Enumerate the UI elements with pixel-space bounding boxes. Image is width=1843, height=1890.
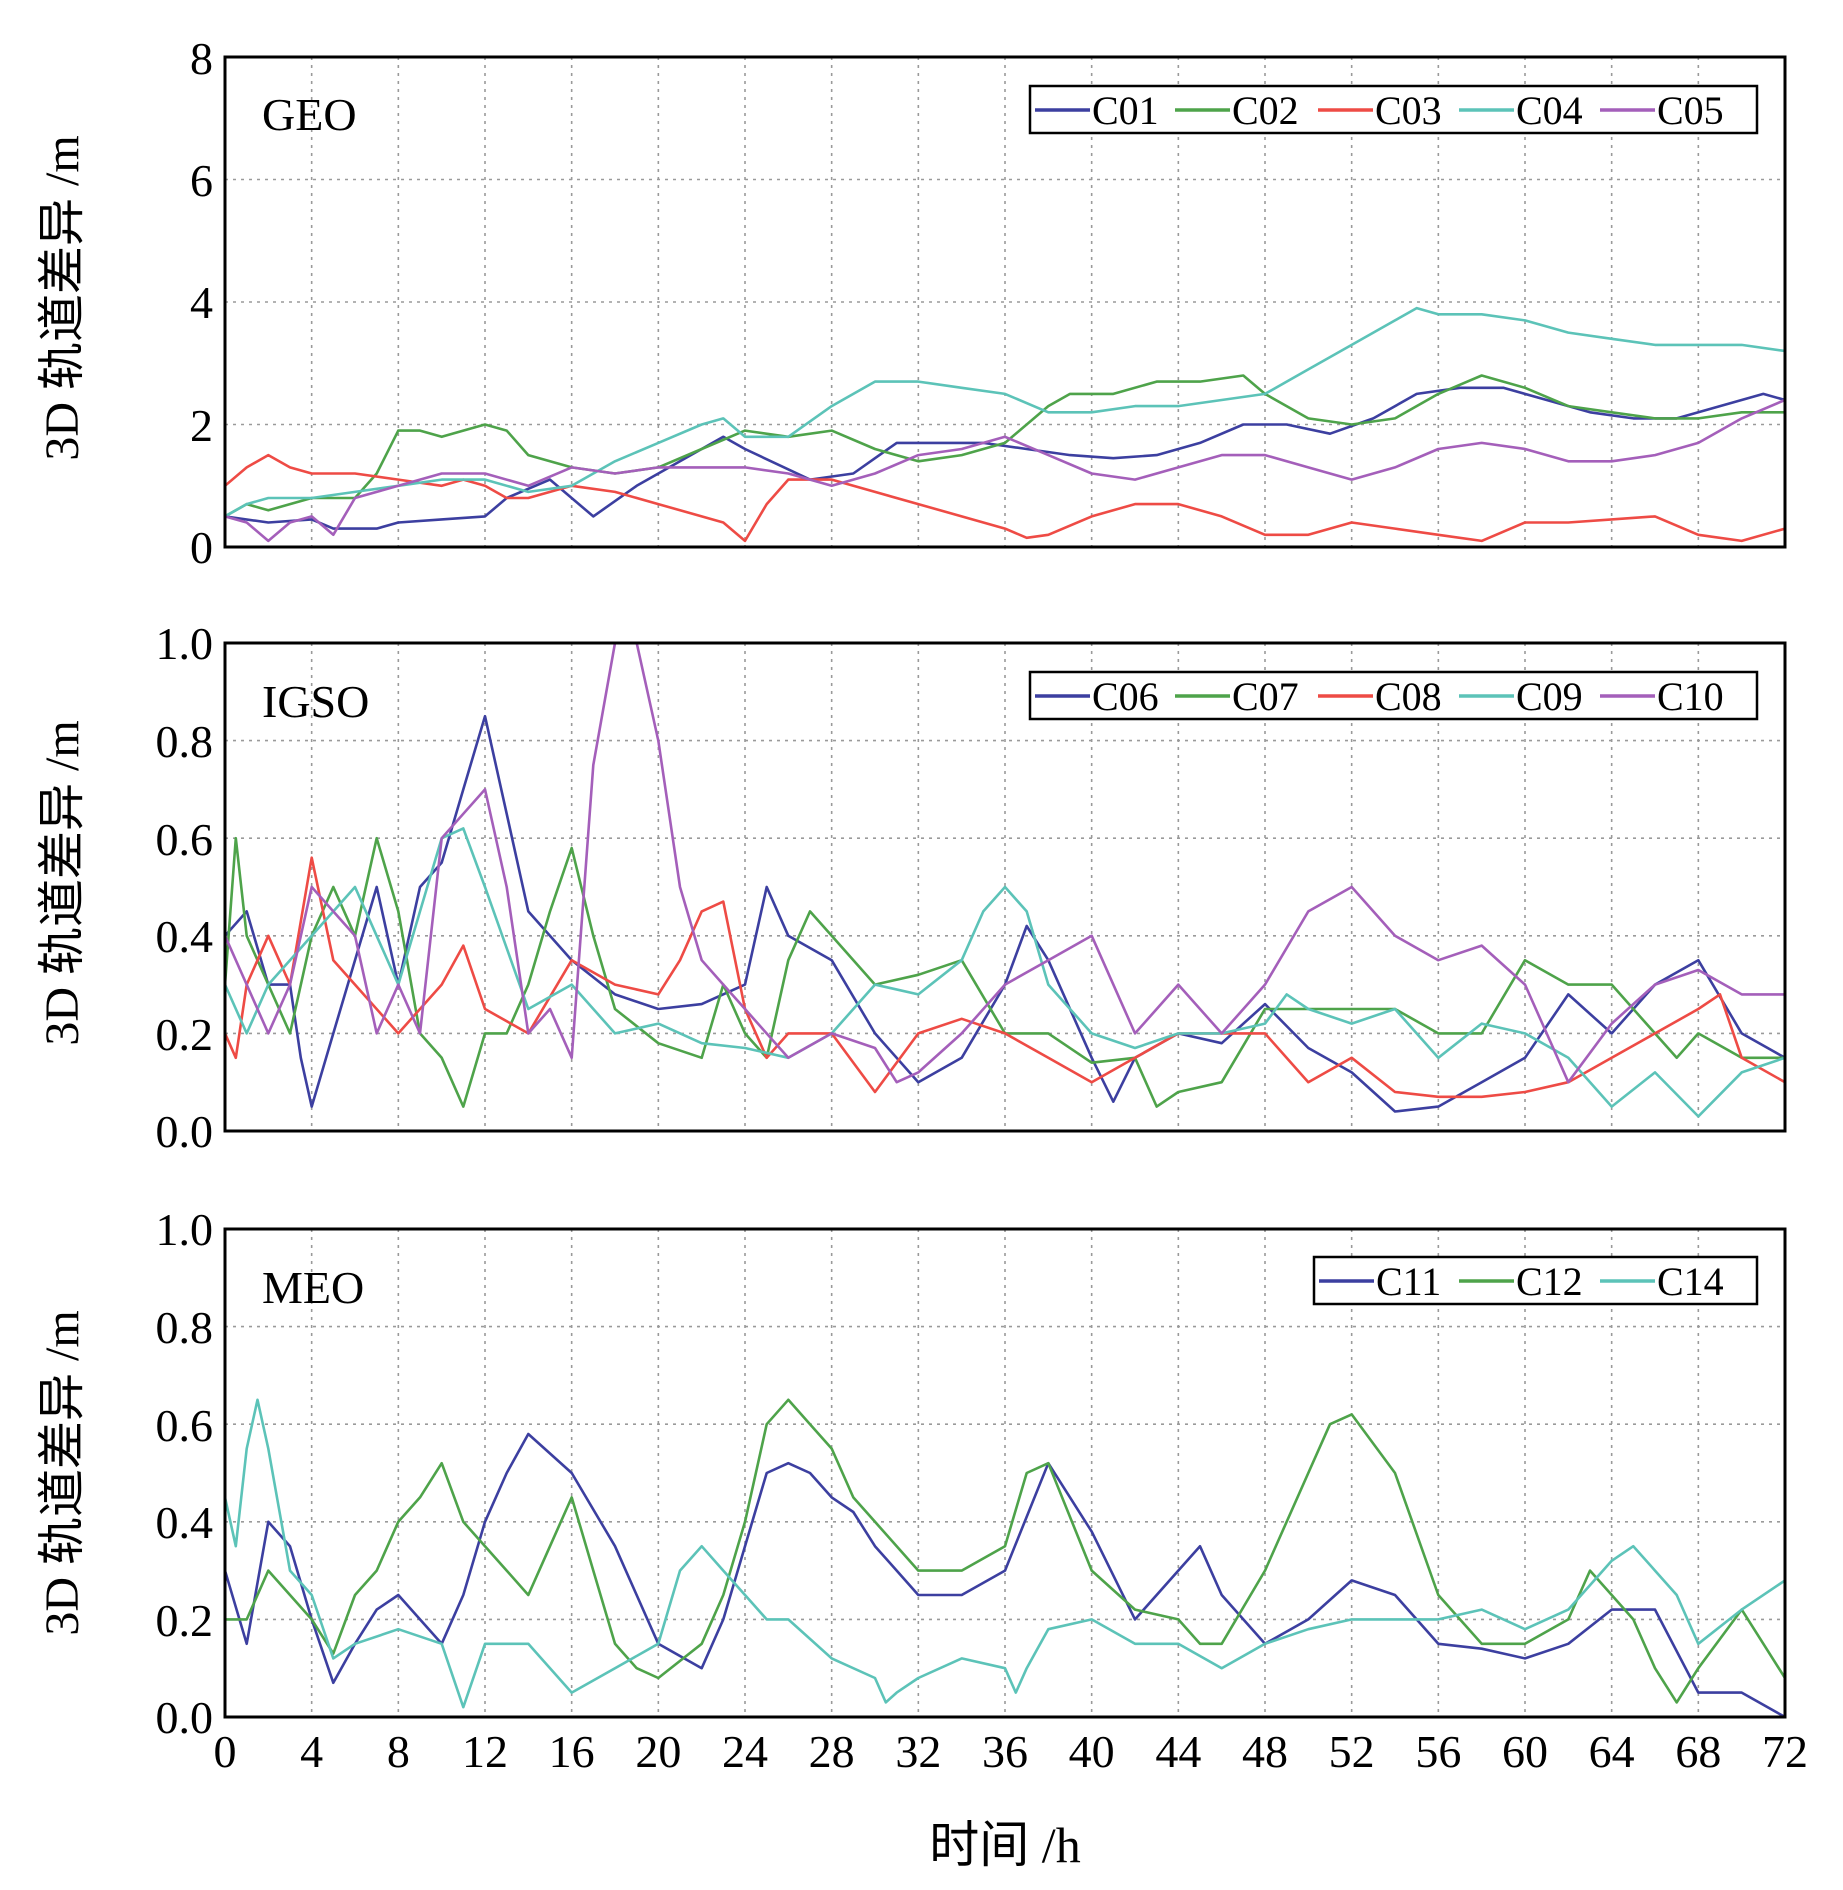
- panel-igso-legend: C06 C07 C08 C09 C10: [1028, 670, 1759, 721]
- panel-geo-frame: [223, 55, 1787, 549]
- series-line-c08: [225, 856, 1785, 1099]
- series-line-c03: [225, 453, 1785, 543]
- xtick-label: 64: [1589, 1726, 1635, 1777]
- ytick-label: 0.0: [156, 1692, 214, 1743]
- series-line-c12: [225, 1398, 1785, 1704]
- xtick-label: 48: [1242, 1726, 1288, 1777]
- ytick-label: 0.4: [156, 911, 214, 962]
- panel-meo-grid: [225, 1229, 1785, 1717]
- series-line-c04: [225, 306, 1785, 518]
- panel-geo-yticks: 0 2 4 6 8: [190, 33, 213, 573]
- legend-label-c05: C05: [1657, 88, 1724, 133]
- panel-geo-legend: C01 C02 C03 C04 C05: [1028, 84, 1759, 135]
- ytick-label: 0.2: [156, 1009, 214, 1060]
- ytick-label: 1.0: [156, 618, 214, 669]
- legend-box: [1028, 670, 1759, 721]
- ytick-label: 0.6: [156, 814, 214, 865]
- xtick-label: 36: [982, 1726, 1028, 1777]
- legend-label-c11: C11: [1376, 1259, 1441, 1304]
- series-line-c02: [225, 374, 1785, 518]
- xtick-label: 32: [895, 1726, 941, 1777]
- ytick-label: 4: [190, 277, 213, 328]
- legend-label-c07: C07: [1232, 674, 1299, 719]
- xtick-label: 60: [1502, 1726, 1548, 1777]
- ytick-label: 0.8: [156, 716, 214, 767]
- xtick-label: 72: [1762, 1726, 1808, 1777]
- panel-igso-title: IGSO: [262, 676, 369, 727]
- ytick-label: 6: [190, 155, 213, 206]
- series-line-c05: [225, 398, 1785, 543]
- xtick-label: 16: [549, 1726, 595, 1777]
- panel-meo-frame: [223, 1227, 1787, 1719]
- legend-label-c02: C02: [1232, 88, 1299, 133]
- ytick-label: 0.6: [156, 1400, 214, 1451]
- panel-geo-grid: [225, 57, 1785, 547]
- panel-meo-ylabel: 3D 轨道差异 /m: [36, 1310, 89, 1635]
- ytick-label: 0.2: [156, 1595, 214, 1646]
- series-line-c14: [225, 1398, 1785, 1709]
- xtick-label: 8: [387, 1726, 410, 1777]
- panel-igso: 3D 轨道差异 /m 0.0 0.2 0.4 0.6 0.8 1.0 IGSO …: [36, 618, 1787, 1157]
- legend-label-c03: C03: [1375, 88, 1442, 133]
- legend-label-c08: C08: [1375, 674, 1442, 719]
- xtick-label: 24: [722, 1726, 768, 1777]
- panel-geo: 3D 轨道差异 /m 0 2 4 6 8 GEO C01 C02 C03 C04…: [36, 33, 1787, 573]
- xtick-label: 44: [1155, 1726, 1201, 1777]
- panel-meo-legend: C11 C12 C14: [1312, 1255, 1759, 1306]
- xtick-label: 68: [1675, 1726, 1721, 1777]
- panel-meo-title: MEO: [262, 1262, 364, 1313]
- legend-label-c12: C12: [1516, 1259, 1583, 1304]
- legend-label-c10: C10: [1657, 674, 1724, 719]
- panel-igso-grid: [225, 643, 1785, 1131]
- panel-meo-plot: [225, 1398, 1785, 1717]
- panel-geo-title: GEO: [262, 89, 357, 140]
- series-line-c10: [225, 643, 1785, 1084]
- xtick-label: 0: [214, 1726, 237, 1777]
- panel-meo-yticks: 0.0 0.2 0.4 0.6 0.8 1.0: [156, 1204, 214, 1743]
- legend-label-c14: C14: [1657, 1259, 1724, 1304]
- ytick-label: 0.4: [156, 1497, 214, 1548]
- x-axis: 0 4 8 12 16 20 24 28 32 36 40 44 48 52 56 60 64 68 72: [214, 1726, 1809, 1777]
- panel-geo-ylabel: 3D 轨道差异 /m: [36, 135, 89, 460]
- ytick-label: 0.8: [156, 1302, 214, 1353]
- ytick-label: 2: [190, 400, 213, 451]
- legend-label-c01: C01: [1092, 88, 1159, 133]
- panel-geo-plot: [225, 306, 1785, 543]
- panel-meo: 3D 轨道差异 /m 0.0 0.2 0.4 0.6 0.8 1.0 MEO C…: [36, 1204, 1787, 1743]
- panel-igso-yticks: 0.0 0.2 0.4 0.6 0.8 1.0: [156, 618, 214, 1157]
- xtick-label: 4: [300, 1726, 323, 1777]
- series-line-c07: [225, 836, 1785, 1108]
- ytick-label: 0: [190, 522, 213, 573]
- legend-label-c04: C04: [1516, 88, 1583, 133]
- ytick-label: 0.0: [156, 1106, 214, 1157]
- series-line-c11: [225, 1432, 1785, 1717]
- xtick-label: 56: [1415, 1726, 1461, 1777]
- xtick-label: 28: [809, 1726, 855, 1777]
- xtick-label: 40: [1069, 1726, 1115, 1777]
- ytick-label: 1.0: [156, 1204, 214, 1255]
- x-axis-label: 时间 /h: [929, 1817, 1080, 1873]
- legend-box: [1312, 1255, 1759, 1306]
- panel-igso-frame: [223, 641, 1787, 1133]
- series-line-c06: [225, 714, 1785, 1113]
- legend-label-c06: C06: [1092, 674, 1159, 719]
- panel-igso-plot: [225, 643, 1785, 1118]
- legend-label-c09: C09: [1516, 674, 1583, 719]
- xtick-label: 52: [1329, 1726, 1375, 1777]
- ytick-label: 8: [190, 33, 213, 84]
- xtick-label: 12: [462, 1726, 508, 1777]
- panel-igso-ylabel: 3D 轨道差异 /m: [36, 720, 89, 1045]
- xtick-label: 20: [635, 1726, 681, 1777]
